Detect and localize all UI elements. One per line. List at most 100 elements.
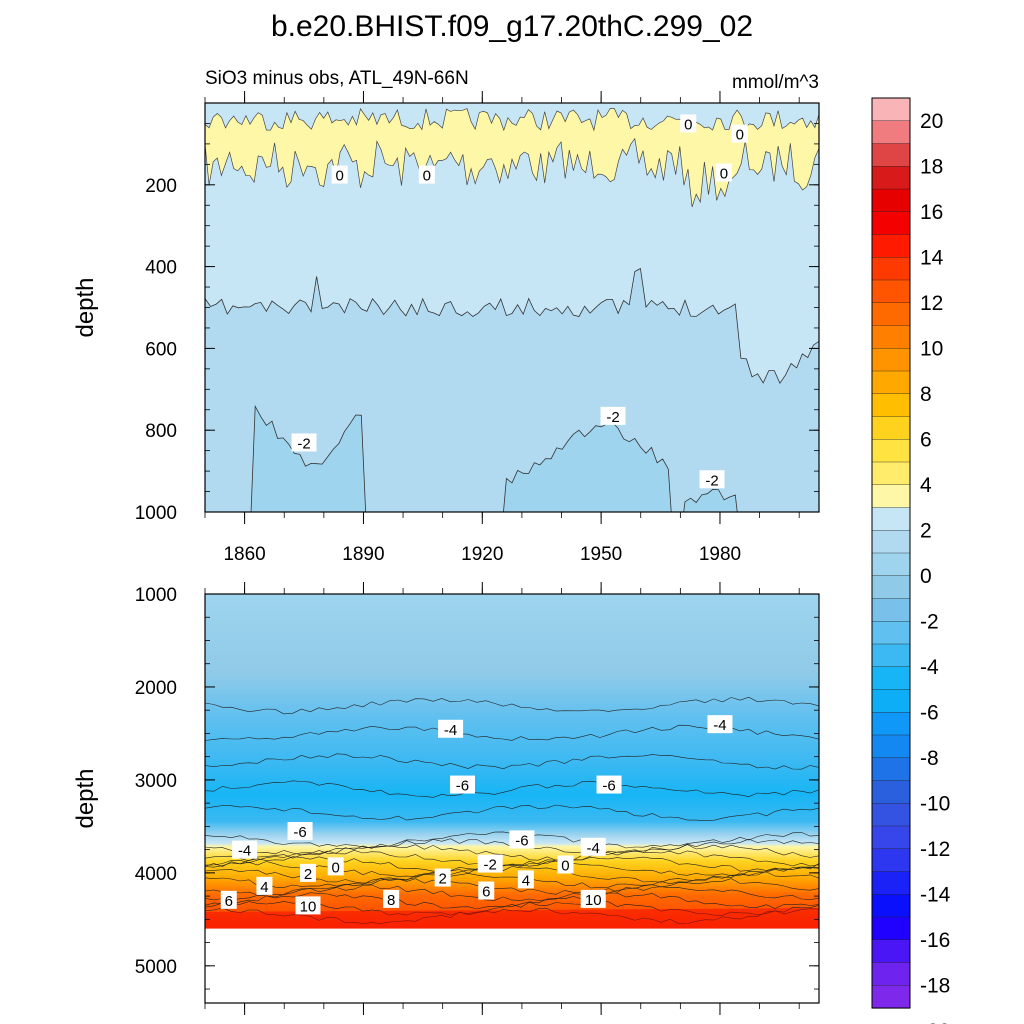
colorbar-swatch bbox=[871, 166, 911, 190]
contour-label-box bbox=[449, 775, 475, 794]
colorbar-swatch bbox=[871, 552, 911, 577]
colorbar-swatch bbox=[871, 598, 911, 622]
contour-label-box bbox=[331, 165, 348, 184]
colorbar-frame bbox=[871, 97, 911, 1009]
top-band-minus-two bbox=[250, 404, 738, 512]
colorbar-label: -6 bbox=[920, 701, 939, 724]
contour-label: 0 bbox=[423, 168, 431, 185]
contour-label-box bbox=[291, 433, 317, 452]
contour-label: 10 bbox=[300, 898, 317, 915]
colorbar-swatch bbox=[871, 393, 911, 418]
contour-label: 0 bbox=[336, 168, 344, 185]
bottom-band-ten-plus bbox=[205, 908, 819, 929]
contour-label-box bbox=[418, 165, 435, 184]
colorbar-label: 0 bbox=[920, 565, 932, 588]
contour-label: -2 bbox=[606, 409, 619, 426]
bottom-contour-line bbox=[205, 849, 819, 867]
colorbar-swatch bbox=[871, 962, 911, 986]
colorbar-swatch bbox=[871, 803, 911, 827]
contour-label: 6 bbox=[225, 893, 233, 910]
colorbar-swatch bbox=[871, 439, 911, 463]
y-axis-label: depth bbox=[72, 768, 99, 828]
colorbar-label: 6 bbox=[920, 428, 932, 451]
contour-label-box bbox=[680, 114, 697, 133]
y-tick-label: 5000 bbox=[135, 957, 177, 978]
colorbar-label: 20 bbox=[920, 110, 943, 133]
contour-label: 0 bbox=[332, 859, 340, 876]
bottom-contour-line bbox=[205, 856, 819, 872]
colorbar-swatch bbox=[871, 780, 911, 804]
bottom-contour-line bbox=[205, 907, 819, 925]
bottom-contour-line bbox=[205, 871, 819, 889]
colorbar-label: 12 bbox=[920, 292, 943, 315]
contour-label-box bbox=[383, 889, 400, 908]
colorbar-label: -20 bbox=[920, 1020, 950, 1024]
y-tick-label: 3000 bbox=[135, 771, 177, 792]
x-tick-label: 1980 bbox=[699, 544, 741, 565]
colorbar-label: 18 bbox=[920, 155, 943, 178]
contour-label-box bbox=[438, 719, 464, 738]
colorbar-label: -8 bbox=[920, 747, 939, 770]
bottom-contour-line bbox=[205, 844, 819, 862]
top-band-positive-zero bbox=[205, 108, 819, 208]
contour-label-box bbox=[478, 881, 495, 900]
y-tick-label: 600 bbox=[145, 339, 177, 360]
top-panel-axes: depth 200 400 600 800 1000 1860 1890 1920 1950 198… bbox=[72, 91, 819, 565]
contour-label: -6 bbox=[456, 778, 469, 795]
chart-title: b.e20.BHIST.f09_g17.20thC.299_02 bbox=[271, 10, 753, 43]
bottom-panel-frame bbox=[204, 593, 820, 1004]
bottom-contour-line bbox=[205, 884, 819, 901]
colorbar-swatch bbox=[871, 348, 911, 372]
y-tick-label: 400 bbox=[145, 258, 177, 279]
contour-label: -4 bbox=[238, 843, 251, 860]
top-panel: depth 200 400 600 800 1000 1860 1890 1920 1950 198… bbox=[72, 91, 820, 565]
colorbar-swatch bbox=[871, 643, 911, 668]
contour-label-box bbox=[477, 854, 503, 873]
contour-label-box bbox=[707, 715, 733, 734]
contour-label: -4 bbox=[587, 840, 600, 857]
colorbar-swatch bbox=[871, 939, 911, 964]
contour-label: 8 bbox=[387, 892, 395, 909]
colorbar-swatch bbox=[871, 825, 911, 850]
contour-label-box bbox=[327, 857, 344, 876]
colorbar-swatch bbox=[871, 143, 911, 167]
colorbar-label: -18 bbox=[920, 974, 950, 997]
colorbar-label: -12 bbox=[920, 838, 950, 861]
contour-label-box bbox=[580, 837, 606, 856]
colorbar-label: -2 bbox=[920, 610, 939, 633]
colorbar-label: -4 bbox=[920, 656, 939, 679]
colorbar-swatch bbox=[871, 416, 911, 440]
bottom-contour-line bbox=[205, 892, 819, 910]
colorbar-swatch bbox=[871, 848, 911, 873]
contour-label: 0 bbox=[720, 166, 728, 183]
contour-label-box bbox=[287, 822, 313, 841]
colorbar-swatch bbox=[871, 666, 911, 691]
y-tick-label: 200 bbox=[145, 176, 177, 197]
colorbar-swatch bbox=[871, 370, 911, 395]
colorbar-swatch bbox=[871, 279, 911, 304]
colorbar-swatch bbox=[871, 894, 911, 918]
colorbar-label: -16 bbox=[920, 929, 950, 952]
colorbar-swatch bbox=[871, 234, 911, 258]
colorbar-label: 10 bbox=[920, 337, 943, 360]
x-tick-label: 1950 bbox=[580, 544, 622, 565]
bottom-panel-field bbox=[205, 594, 819, 1003]
contour-label-box bbox=[517, 870, 534, 889]
contour-label-box bbox=[434, 868, 451, 887]
colorbar-swatch bbox=[871, 325, 911, 349]
contour-label-box bbox=[580, 889, 606, 908]
colorbar-swatch bbox=[871, 530, 911, 554]
colorbar-swatch bbox=[871, 621, 911, 645]
contour-label: -4 bbox=[444, 722, 457, 739]
colorbar-swatch bbox=[871, 461, 911, 486]
contour-label-box bbox=[596, 775, 622, 794]
bottom-field-gradient bbox=[205, 594, 819, 929]
bottom-contour-line bbox=[205, 878, 819, 896]
contour-label: 10 bbox=[585, 892, 602, 909]
x-tick-label: 1860 bbox=[223, 544, 265, 565]
contour-label: -2 bbox=[297, 435, 310, 452]
contour-label: -6 bbox=[602, 778, 615, 795]
contour-label: 2 bbox=[304, 866, 312, 883]
